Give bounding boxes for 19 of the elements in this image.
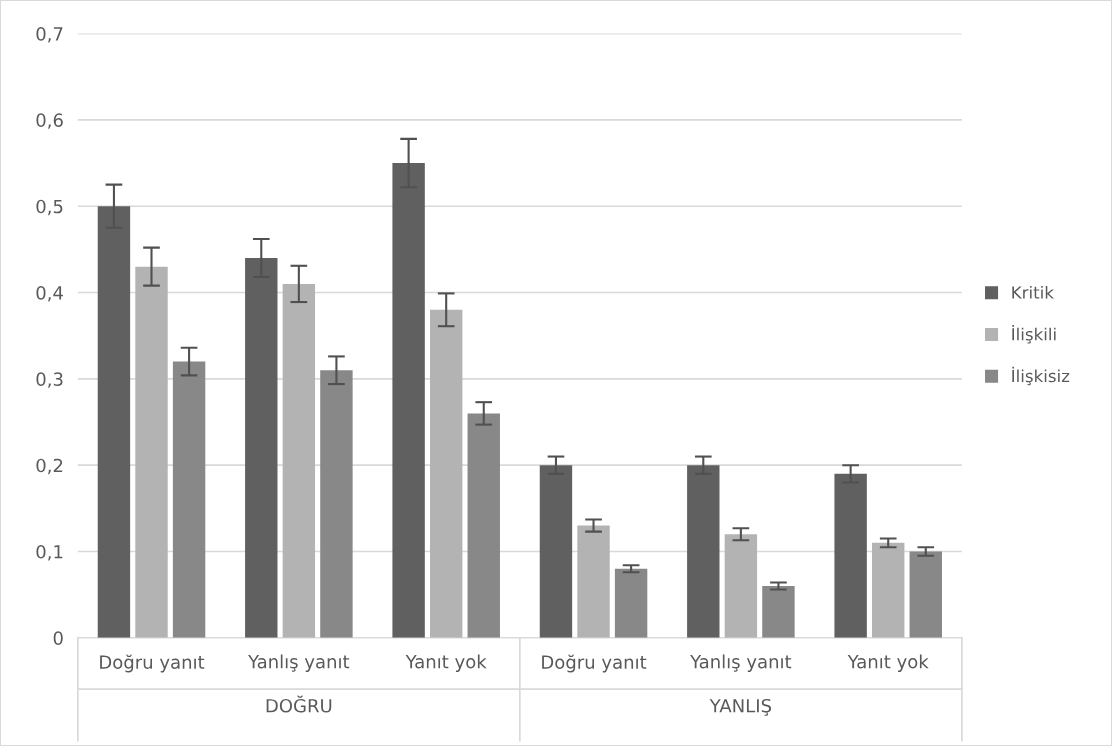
x-tick-label: Yanıt yok	[847, 654, 929, 672]
text: YANLIŞ	[709, 698, 772, 716]
legend-label: İlişkili	[1012, 325, 1056, 344]
x-tick-label: Yanıt yok	[405, 654, 487, 672]
y-tick-label: 0,4	[36, 286, 63, 302]
y-tick-label: 0,2	[36, 458, 63, 475]
x-tick-label: Yanlış yanıt	[690, 654, 792, 672]
x-tick-label: Doğru yanıt	[542, 654, 647, 673]
y-tick-label: 0,1	[36, 544, 63, 561]
legend-label: Kritik	[1012, 285, 1054, 299]
y-tick-label: 0,6	[36, 113, 63, 129]
y-tick-label: 0	[53, 631, 63, 645]
legend-label: İlişkisiz	[1012, 366, 1070, 386]
text: DOĞRU	[266, 695, 332, 713]
y-tick-label: 0,3	[36, 372, 63, 388]
x-tick-label: Yanlış yanıt	[248, 654, 350, 672]
x-tick-label: Doğru yanıt	[100, 654, 205, 673]
y-tick-label: 0,5	[36, 199, 63, 216]
y-tick-label: 0,7	[36, 27, 63, 43]
